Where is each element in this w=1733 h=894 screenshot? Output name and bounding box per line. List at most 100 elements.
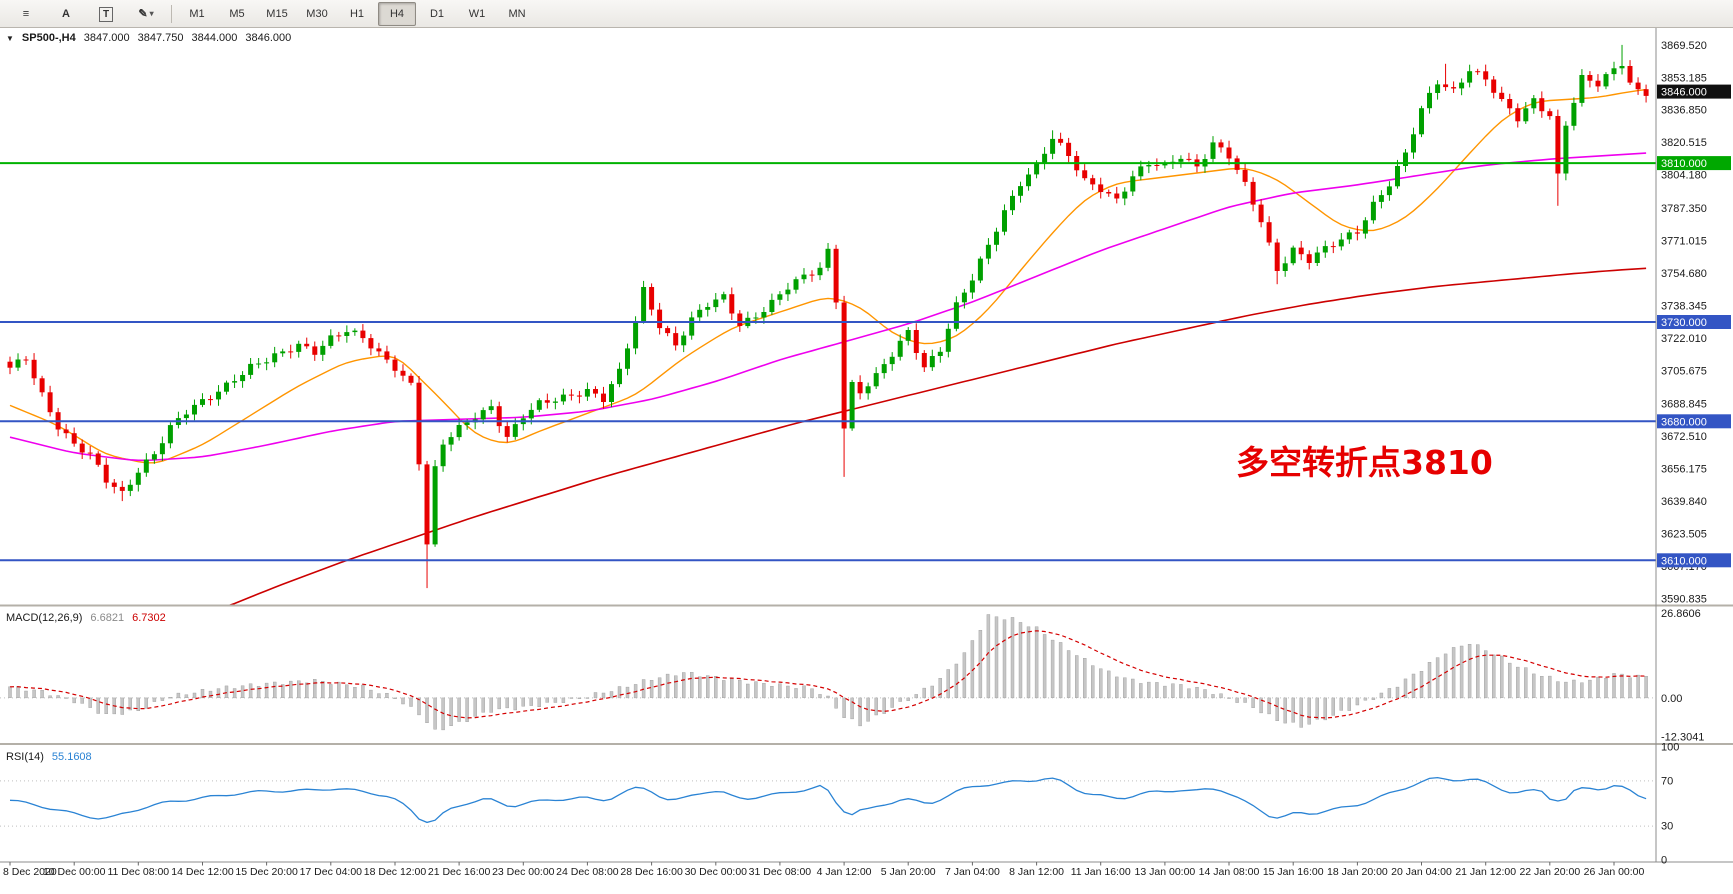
timeframe-m15-button[interactable]: M15 [266, 7, 288, 20]
macd-axis-label: -12.3041 [1661, 732, 1704, 744]
rsi-value: 55.1608 [51, 751, 92, 763]
time-axis-label: 15 Dec 20:00 [235, 866, 298, 878]
price-axis-label: 3836.850 [1661, 105, 1707, 117]
price-axis-label: 3869.520 [1661, 40, 1707, 52]
macd-name: MACD(12,26,9) [6, 612, 83, 624]
timeframe-h1-button[interactable]: H1 [349, 7, 365, 20]
chart-background [0, 28, 1733, 894]
macd-signal-line [9, 630, 1647, 719]
rsi-axis-label: 70 [1661, 775, 1673, 787]
price-badge-label: 3730.000 [1661, 317, 1707, 329]
price-axis-label: 3771.015 [1661, 236, 1707, 248]
candles [7, 44, 1649, 589]
time-axis-label: 11 Jan 16:00 [1071, 866, 1131, 878]
ohlc-high: 3847.750 [137, 32, 184, 44]
price-badge-label: 3810.000 [1661, 158, 1707, 170]
ohlc-open: 3847.000 [83, 32, 130, 44]
panel-separator[interactable] [0, 604, 1733, 607]
drawing-tool-button[interactable]: ✎ ▾ [127, 1, 165, 25]
time-axis-label: 22 Jan 20:00 [1519, 866, 1580, 878]
price-badge-3610 [1657, 553, 1731, 568]
price-badge-label: 3680.000 [1661, 416, 1707, 428]
toolbar-timeframes-group: M1 M5 M15 M30 H1 H4 D1 W1 MN [177, 1, 537, 26]
toolbar-separator [171, 4, 172, 23]
time-axis-label: 14 Dec 12:00 [171, 866, 234, 878]
cursor-tool-button[interactable]: A [47, 2, 85, 26]
price-axis-label: 3804.180 [1661, 170, 1707, 182]
time-axis-label: 10 Dec 00:00 [43, 866, 106, 878]
macd-indicator-label: MACD(12,26,9) 6.6821 6.7302 [6, 612, 166, 624]
price-axis-label: 3820.515 [1661, 137, 1707, 149]
chart-list-button-icon: ≡ [22, 7, 30, 20]
symbol-period-label: SP500-,H4 [21, 32, 76, 44]
chart-ohlc-header: ▼ SP500-,H4 3847.000 3847.750 3844.000 3… [6, 32, 291, 44]
time-axis-label: 8 Jan 12:00 [1009, 866, 1064, 878]
text-tool-button[interactable]: T [87, 2, 125, 26]
timeframe-mn-button[interactable]: MN [508, 7, 526, 20]
time-axis-label: 18 Jan 20:00 [1327, 866, 1388, 878]
macd-axis-label: 0.00 [1661, 693, 1682, 705]
time-axis-label: 21 Dec 16:00 [428, 866, 491, 878]
price-axis-label: 3705.675 [1661, 365, 1707, 377]
time-axis-label: 23 Dec 00:00 [492, 866, 555, 878]
price-axis-label: 3754.680 [1661, 268, 1707, 280]
chevron-down-icon: ▾ [149, 8, 154, 18]
annotation-text[interactable]: 多空转折点3810 [1236, 443, 1493, 482]
price-axis-label: 3623.505 [1661, 529, 1707, 541]
rsi-axis-label: 100 [1661, 742, 1679, 754]
price-axis-label: 3853.185 [1661, 72, 1707, 84]
ma-fast-line [9, 88, 1647, 464]
time-axis-label: 31 Dec 08:00 [749, 866, 812, 878]
macd-histogram [8, 614, 1648, 731]
chart-list-button[interactable]: ≡ [7, 2, 45, 26]
text-tool-button-icon: T [98, 6, 114, 22]
chart-menu-arrow-icon[interactable]: ▼ [6, 33, 14, 43]
price-axis-label: 3722.010 [1661, 333, 1707, 345]
timeframe-m5-button[interactable]: M5 [229, 7, 245, 20]
price-badge-label: 3846.000 [1661, 87, 1707, 99]
price-badge-label: 3610.000 [1661, 555, 1707, 567]
macd-value-signal: 6.7302 [132, 612, 166, 624]
rsi-axis-label: 0 [1661, 855, 1667, 867]
rsi-line [9, 776, 1647, 824]
cursor-tool-button-icon: A [62, 7, 70, 20]
time-axis-label: 15 Jan 16:00 [1263, 866, 1324, 878]
time-axis-label: 28 Dec 16:00 [620, 866, 683, 878]
toolbar: ≡ A T ✎ ▾ M1 M5 M15 M30 H1 H4 D1 W1 MN [0, 0, 1733, 28]
price-badge-3846 [1657, 84, 1731, 99]
time-axis-label: 13 Jan 00:00 [1135, 866, 1196, 878]
time-axis-label: 18 Dec 12:00 [364, 866, 427, 878]
time-axis-label: 8 Dec 2020 [3, 866, 57, 878]
price-axis-label: 3688.845 [1661, 399, 1707, 411]
chart-canvas[interactable]: 3869.520 3853.185 3836.850 3820.515 3804.180… [0, 28, 1733, 894]
ma-slow-line [228, 267, 1647, 605]
time-axis-label: 5 Jan 20:00 [881, 866, 936, 878]
time-axis-label: 24 Dec 08:00 [556, 866, 619, 878]
ohlc-low: 3844.000 [191, 32, 238, 44]
price-axis-label: 3639.840 [1661, 496, 1707, 508]
timeframe-d1-button[interactable]: D1 [429, 7, 445, 20]
timeframe-h4-button[interactable]: H4 [378, 1, 416, 26]
price-axis-label: 3590.835 [1661, 593, 1707, 605]
price-axis-label: 3738.345 [1661, 300, 1707, 312]
panel-separator[interactable] [0, 743, 1733, 745]
price-axis-label: 3656.175 [1661, 464, 1707, 476]
rsi-indicator-label: RSI(14) 55.1608 [6, 751, 92, 763]
macd-value-main: 6.6821 [90, 612, 125, 624]
price-badge-3810 [1657, 156, 1731, 171]
rsi-panel [0, 776, 1656, 827]
chart-svg[interactable]: 3869.520 3853.185 3836.850 3820.515 3804.180… [0, 28, 1733, 894]
timeframe-m30-button[interactable]: M30 [306, 7, 328, 20]
timeframe-m1-button[interactable]: M1 [189, 7, 205, 20]
time-axis-label: 4 Jan 12:00 [817, 866, 872, 878]
price-axis-label: 3787.350 [1661, 203, 1707, 215]
time-axis-label: 14 Jan 08:00 [1199, 866, 1260, 878]
macd-axis-label: 26.8606 [1661, 608, 1701, 620]
price-badge-3680 [1657, 414, 1731, 429]
price-axis-label: 3672.510 [1661, 431, 1707, 443]
drawing-tool-button-icon: ✎ [138, 7, 148, 20]
time-axis-label: 21 Jan 12:00 [1455, 866, 1516, 878]
timeframe-w1-button[interactable]: W1 [468, 7, 486, 20]
rsi-name: RSI(14) [6, 751, 44, 763]
